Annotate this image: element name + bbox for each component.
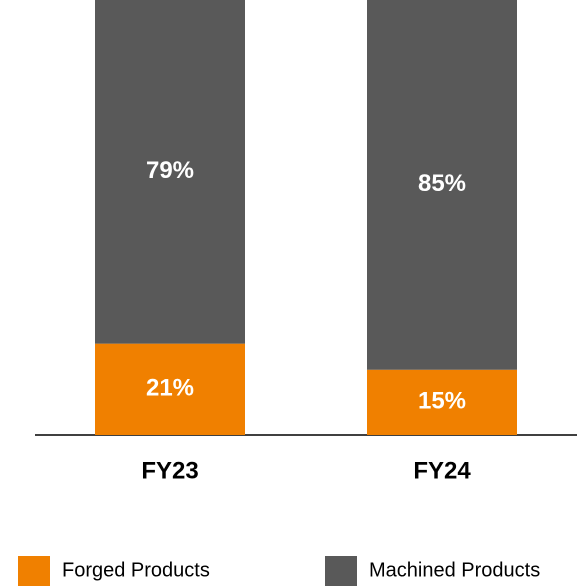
bar-segment <box>367 369 517 435</box>
legend-label: Machined Products <box>369 559 540 581</box>
value-label: 79% <box>146 157 194 184</box>
legend-swatch <box>325 556 357 586</box>
x-tick-label: FY24 <box>413 457 471 484</box>
x-tick-label: FY23 <box>141 457 198 484</box>
bar-segment <box>95 0 245 344</box>
bar-segment <box>95 343 245 435</box>
value-label: 85% <box>418 170 466 197</box>
bar-segment <box>367 0 517 370</box>
value-label: 15% <box>418 388 466 415</box>
legend-swatch <box>18 556 50 586</box>
legend-label: Forged Products <box>62 559 210 581</box>
value-label: 21% <box>146 375 194 402</box>
